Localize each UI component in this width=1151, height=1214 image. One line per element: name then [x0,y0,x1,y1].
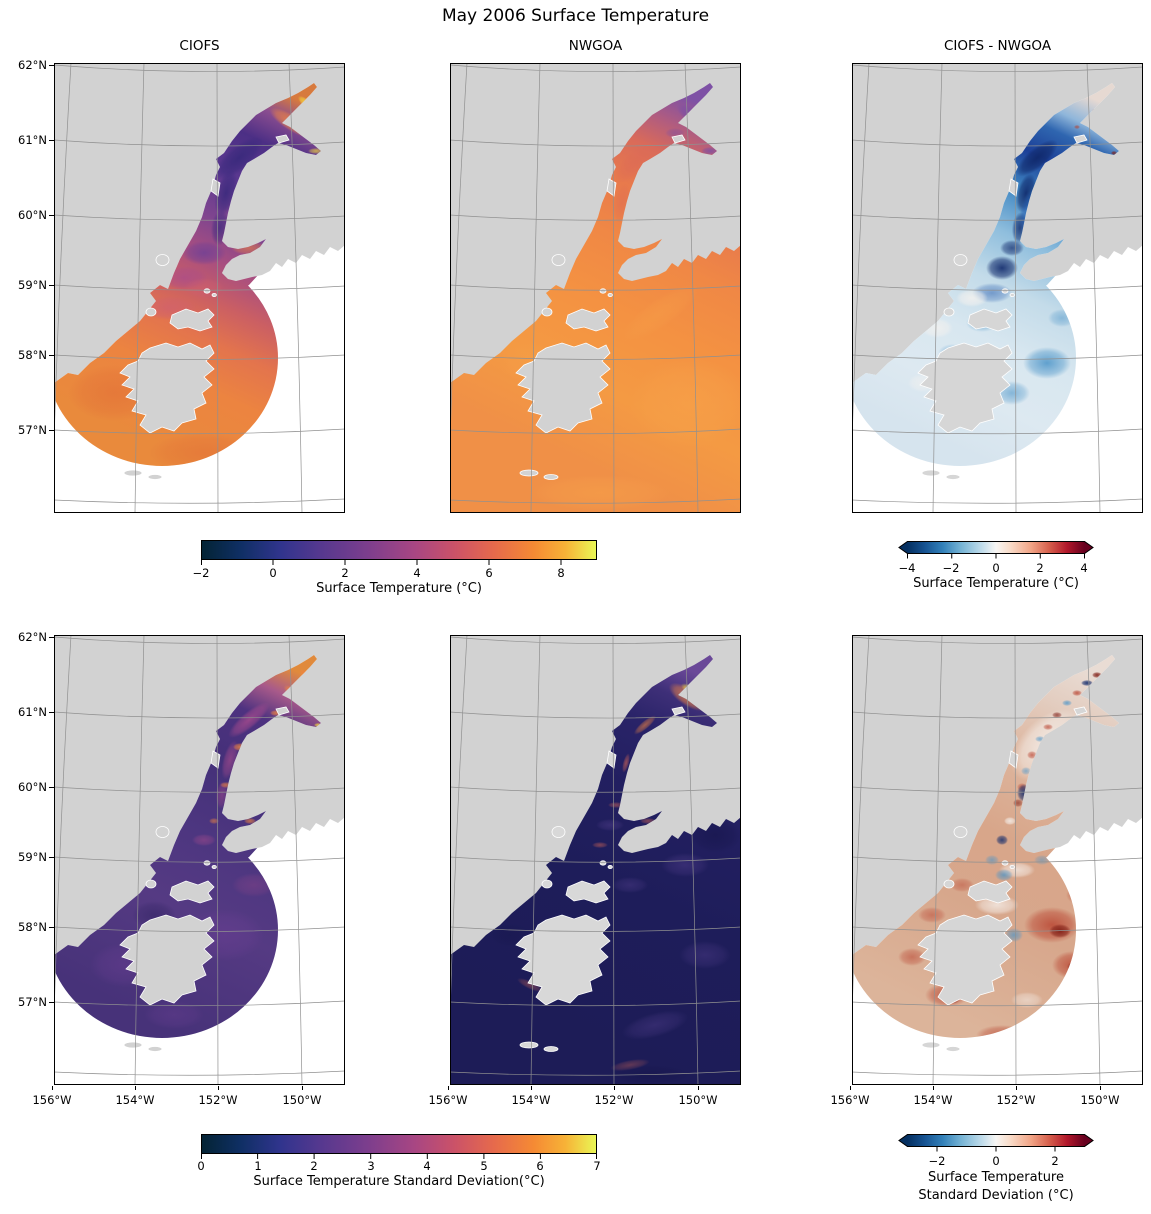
lon-tick-label: 154°W [913,1093,953,1107]
colorbar-label-temperature-diff: Surface Temperature (°C) [913,576,1079,591]
map-border [54,63,345,513]
lon-tick-label: 156°W [830,1093,870,1107]
panel-title-ciofs-minus-nwgoa: CIOFS - NWGOA [943,38,1052,54]
lon-tick-label: 154°W [115,1093,155,1107]
colorbar-tick-label: −2 [942,561,960,575]
lon-tick-label: 150°W [1080,1093,1120,1107]
map-border [852,63,1143,513]
map-nwgoa-temperature-std [450,635,741,1085]
colorbar-tick-label: 4 [413,566,421,580]
colorbar-tick-label: −2 [192,566,210,580]
colorbar-tick-label: 5 [480,1159,488,1173]
lon-tick-label: 152°W [198,1093,238,1107]
lat-tick-label: 62°N [18,58,47,72]
lon-tick-label: 152°W [996,1093,1036,1107]
map-border [54,635,345,1085]
panel-title-ciofs: CIOFS [179,38,220,54]
colorbar-tick-label: −4 [898,561,916,575]
lat-tick-label: 58°N [18,920,47,934]
panel-title-nwgoa: NWGOA [568,38,623,54]
lat-tick-label: 61°N [18,133,47,147]
figure-title: May 2006 Surface Temperature [441,6,710,26]
colorbar-tick-label: 2 [1036,561,1044,575]
colorbar-std-diff [898,1134,1094,1152]
map-border [450,63,741,513]
lat-tick-label: 59°N [18,278,47,292]
colorbar-tick-label: 2 [341,566,349,580]
colorbar-tick-label: 1 [254,1159,262,1173]
colorbar-label-std: Surface Temperature Standard Deviation(°… [253,1174,545,1189]
map-ciofs-temperature-std [54,635,345,1085]
colorbar-label-std-diff-line2: Standard Deviation (°C) [918,1188,1074,1203]
colorbar-std [201,1134,597,1159]
map-ciofs-minus-nwgoa-temperature [852,63,1143,513]
colorbar-tick-label: 2 [310,1159,318,1173]
lon-tick-label: 150°W [678,1093,718,1107]
colorbar-tick-label: 6 [485,566,493,580]
lon-tick-label: 156°W [32,1093,72,1107]
colorbar-ticks [936,1147,1056,1152]
colorbar-tick-label: 4 [423,1159,431,1173]
lon-tick-label: 152°W [594,1093,634,1107]
map-nwgoa-temperature [450,63,741,513]
lat-tick-label: 60°N [18,208,47,222]
lat-tick-label: 60°N [18,780,47,794]
colorbar-tick-label: 2 [1051,1154,1059,1168]
map-border [852,635,1143,1085]
map-ciofs-temperature [54,63,345,513]
lat-tick-label: 57°N [18,995,47,1009]
colorbar-tick-label: 4 [1080,561,1088,575]
map-border [450,635,741,1085]
colorbar-tick-label: 6 [536,1159,544,1173]
lat-tick-label: 58°N [18,348,47,362]
colorbar-ticks [201,1154,597,1159]
colorbar-ticks [907,554,1085,559]
lon-tick-label: 156°W [428,1093,468,1107]
colorbar-tick-label: 0 [992,561,1000,575]
colorbar-tick-label: −2 [928,1154,946,1168]
colorbar-tick-label: 7 [593,1159,601,1173]
colorbar-temperature [201,540,597,565]
colorbar-tick-label: 3 [367,1159,375,1173]
lat-tick-label: 62°N [18,630,47,644]
lon-tick-label: 154°W [511,1093,551,1107]
colorbar-tick-label: 0 [269,566,277,580]
colorbar-label-std-diff-line1: Surface Temperature [927,1170,1064,1185]
colorbar-label-temperature: Surface Temperature (°C) [316,581,482,596]
lat-tick-label: 57°N [18,423,47,437]
colorbar-tick-label: 0 [992,1154,1000,1168]
lat-tick-label: 59°N [18,850,47,864]
colorbar-temperature-diff [898,541,1094,559]
colorbar-tick-label: 8 [557,566,565,580]
map-ciofs-minus-nwgoa-temperature-std [852,635,1143,1085]
colorbar-tick-label: 0 [197,1159,205,1173]
colorbar-ticks [201,560,562,565]
lat-tick-label: 61°N [18,705,47,719]
lon-tick-label: 150°W [282,1093,322,1107]
